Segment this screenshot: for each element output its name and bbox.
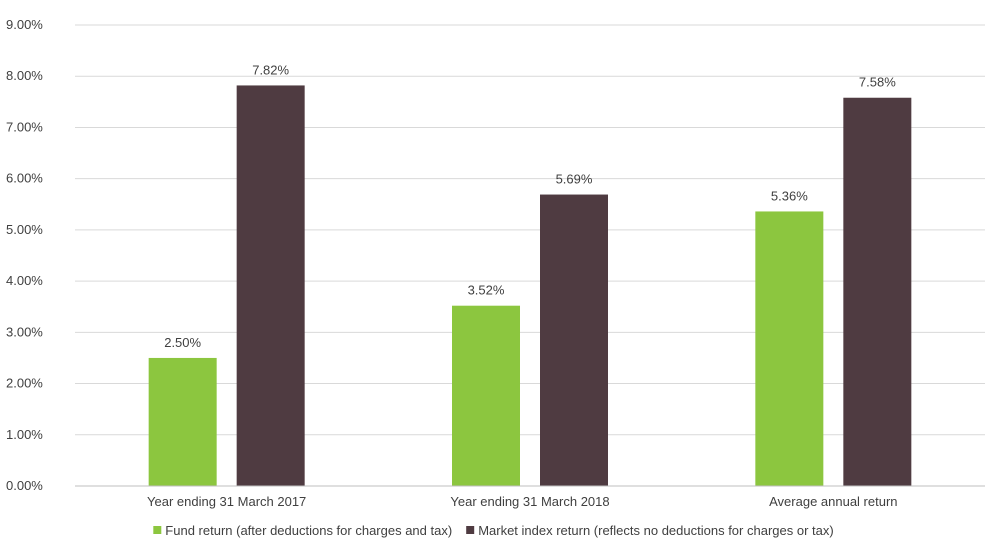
data-label: 7.58% [859,75,896,90]
fund-return-bar [148,357,217,486]
market-index-bar [236,85,305,486]
fund-return-bar [452,305,520,486]
x-tick-label: Year ending 31 March 2017 [147,494,306,509]
legend-swatch-fund [153,526,162,534]
data-label: 5.36% [771,188,808,203]
x-tick-label: Average annual return [769,494,897,509]
y-tick-label: 6.00% [6,171,43,186]
y-tick-label: 5.00% [6,222,43,237]
x-axis: Year ending 31 March 2017 Year ending 31 … [75,485,985,509]
data-label: 7.82% [252,62,289,77]
legend: Fund return (after deductions for charge… [153,523,834,538]
data-label: 2.50% [164,335,201,350]
y-tick-label: 1.00% [6,427,43,442]
y-tick-label: 4.00% [6,273,43,288]
bar-group: 2.50% 7.82% 3.52% 5.69% 5.36% 7.58% [148,62,912,486]
y-tick-label: 8.00% [6,68,43,83]
legend-swatch-market [466,526,475,534]
y-tick-label: 9.00% [6,17,43,32]
fund-return-bar [755,211,824,486]
data-label: 3.52% [468,283,505,298]
y-tick-label: 3.00% [6,324,43,339]
y-tick-label: 2.00% [6,376,43,391]
market-index-bar [843,97,912,486]
market-index-bar [540,194,608,486]
y-axis: 0.00% 1.00% 2.00% 3.00% 4.00% 5.00% 6.00% 7.00%… [6,17,43,493]
y-tick-label: 0.00% [6,478,43,493]
legend-label: Fund return (after deductions for charge… [165,523,452,538]
x-tick-label: Year ending 31 March 2018 [450,494,609,509]
data-label: 5.69% [556,172,593,187]
y-tick-label: 7.00% [6,119,43,134]
legend-label: Market index return (reflects no deducti… [478,523,834,538]
gridlines [75,24,985,436]
